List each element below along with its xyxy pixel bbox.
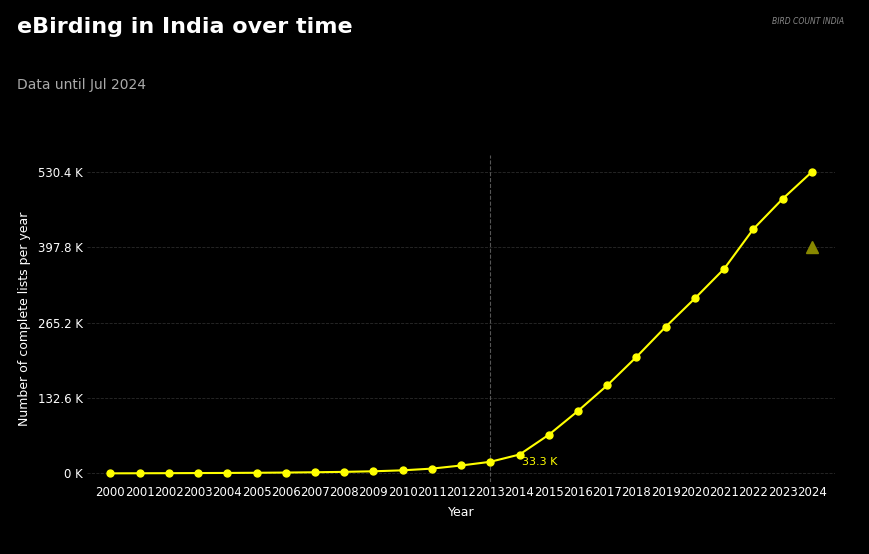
X-axis label: Year: Year [448, 506, 474, 519]
Text: eBirding in India over time: eBirding in India over time [17, 17, 353, 37]
Text: BIRD COUNT INDIA: BIRD COUNT INDIA [771, 17, 843, 25]
Text: Data until Jul 2024: Data until Jul 2024 [17, 78, 146, 91]
Y-axis label: Number of complete lists per year: Number of complete lists per year [18, 212, 31, 425]
Text: 33.3 K: 33.3 K [522, 458, 557, 468]
